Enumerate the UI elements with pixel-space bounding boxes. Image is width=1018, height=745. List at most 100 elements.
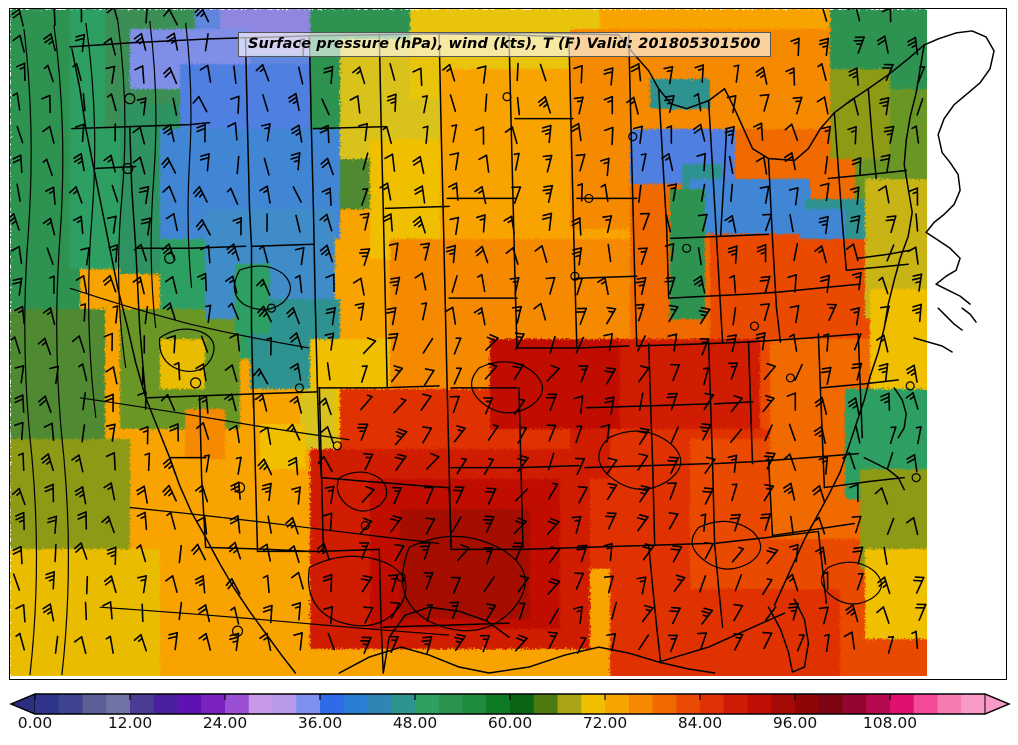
wind-barb-flag (12, 158, 22, 164)
wind-barb-flag (324, 485, 335, 489)
wind-barb-staff (885, 96, 890, 116)
wind-barb-staff (821, 397, 828, 416)
wind-barb-flag (136, 511, 146, 518)
wind-barb-flag (12, 12, 21, 19)
wind-barb-staff (796, 634, 805, 652)
wind-barb-half-flag (421, 95, 428, 98)
colorbar-tick-label: 108.00 (862, 714, 918, 732)
wind-barb-staff (484, 397, 494, 415)
wind-barb-flag (360, 578, 371, 582)
wind-barb-staff (297, 152, 301, 171)
wind-barb-staff (735, 64, 740, 83)
wind-barb-flag (320, 157, 329, 165)
wind-barb-staff (487, 425, 499, 441)
wind-barb-half-flag (12, 92, 19, 97)
wind-barb-half-flag (46, 310, 53, 316)
wind-barb-staff (703, 394, 715, 411)
wind-barb-flag (319, 128, 330, 134)
wind-barb-flag (727, 454, 738, 459)
wind-barb-flag (756, 243, 767, 249)
wind-barb-flag (225, 578, 233, 587)
colorbar-band (320, 694, 345, 714)
wind-barb-half-flag (390, 100, 397, 104)
wind-barb-flag (603, 575, 614, 578)
wind-barb-staff (668, 152, 674, 172)
wind-barb-flag (362, 574, 373, 579)
wind-barb-staff (611, 601, 618, 620)
wind-barb-staff (766, 452, 776, 470)
wind-barb-staff (604, 183, 609, 203)
wind-barb-staff (640, 277, 647, 296)
wind-barb-staff (607, 512, 617, 530)
wind-barb-flag (389, 518, 400, 522)
wind-barb-flag (504, 126, 514, 133)
wind-barb-staff (579, 605, 583, 625)
wind-barb-flag (105, 65, 116, 70)
wind-barb-staff (729, 428, 743, 444)
wind-barb-staff (266, 123, 271, 142)
wind-barb-staff (482, 214, 486, 233)
wind-barb-half-flag (417, 222, 424, 228)
wind-barb-staff (547, 580, 561, 595)
wind-barb-flag (259, 461, 267, 470)
wind-barb-staff (420, 67, 423, 87)
wind-barb-flag (545, 276, 556, 280)
wind-barb-staff (52, 186, 56, 205)
wind-barb-staff (110, 93, 117, 112)
wind-barb-staff (638, 184, 642, 204)
wind-barb-staff (169, 66, 178, 85)
wind-barb-staff (54, 515, 58, 535)
wind-barb-staff (145, 185, 150, 205)
wind-barb-half-flag (729, 274, 735, 279)
wind-barb-flag (318, 397, 327, 405)
wind-barb-half-flag (105, 635, 112, 640)
wind-barb-staff (697, 93, 702, 112)
wind-barb-flag (693, 127, 703, 134)
wind-barb-staff (792, 602, 799, 621)
wind-barb-flag (363, 452, 374, 456)
wind-barb-flag (818, 606, 829, 610)
wind-barb-staff (881, 276, 889, 295)
wind-barb-flag (644, 543, 655, 547)
wind-barb-flag (846, 607, 855, 615)
wind-barb-half-flag (43, 64, 49, 70)
wind-barb-staff (482, 634, 491, 653)
wind-barb-flag (166, 36, 176, 43)
wind-barb-flag (15, 62, 26, 68)
wind-barb-half-flag (168, 491, 173, 497)
wind-barb-staff (514, 488, 529, 502)
wind-barb-flag (911, 277, 922, 281)
wind-barb-flag (43, 422, 53, 428)
colorbar[interactable] (9, 692, 1011, 716)
colorbar-swatches[interactable] (9, 692, 1011, 716)
wind-barb-staff (639, 125, 643, 145)
wind-barb-staff (236, 155, 240, 175)
wind-barb-flag (140, 221, 151, 225)
wind-barb-staff (546, 367, 560, 382)
wind-barb-staff (424, 242, 430, 261)
wind-barb-staff (794, 363, 803, 381)
wind-barb-flag (195, 363, 205, 370)
wind-barb-flag (196, 127, 206, 133)
wind-barb-half-flag (697, 67, 704, 71)
wind-barb-staff (78, 335, 86, 354)
wind-barb-half-flag (327, 336, 334, 339)
wind-barb-flag (360, 248, 371, 251)
colorbar-band (296, 694, 321, 714)
wind-barb-flag (517, 517, 527, 523)
wind-barb-flag (701, 423, 712, 426)
wind-barb-staff (882, 606, 890, 624)
wind-barb-staff (391, 153, 396, 172)
wind-barb-staff (546, 154, 553, 173)
wind-barb-flag (570, 126, 580, 133)
wind-barb-half-flag (421, 302, 428, 305)
wind-barb-flag (599, 157, 610, 162)
colorbar-tick-label: 24.00 (202, 714, 248, 732)
wind-barb-staff (419, 215, 426, 234)
map-boundaries-layer (69, 30, 995, 674)
wind-barb-half-flag (855, 275, 862, 279)
wind-barb-half-flag (290, 523, 296, 529)
wind-barb-staff (235, 632, 240, 652)
wind-barb-staff (20, 421, 24, 441)
wind-barb-half-flag (48, 40, 54, 45)
